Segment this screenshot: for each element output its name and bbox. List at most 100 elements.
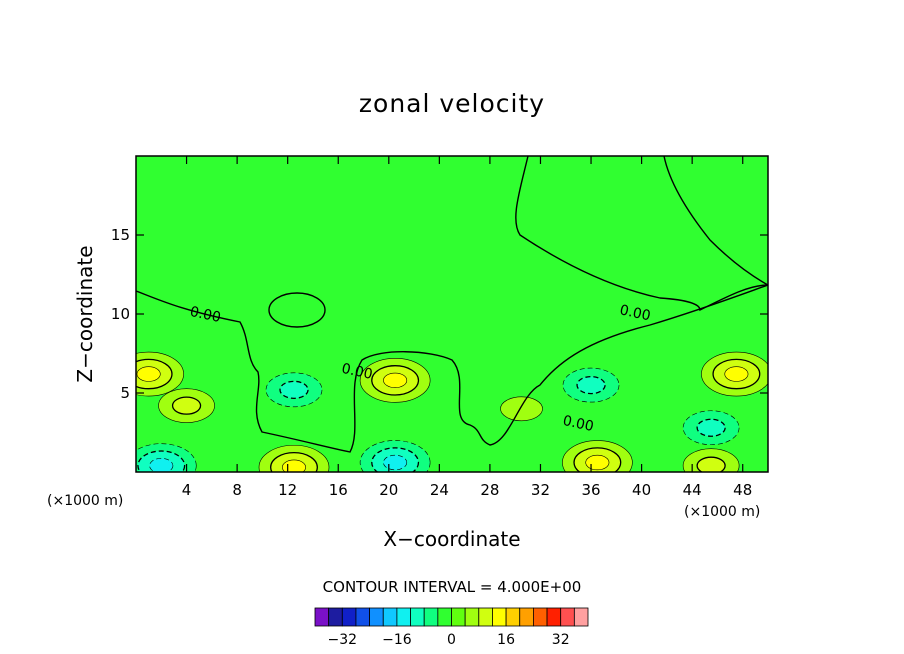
colorbar-swatch	[314, 607, 330, 627]
contour-line	[383, 372, 408, 388]
contour-line	[701, 351, 768, 397]
colorbar-swatch	[560, 607, 575, 627]
contour-line	[265, 372, 323, 408]
colorbar-swatch	[410, 607, 425, 627]
contour-line	[137, 450, 186, 472]
contour-line	[682, 448, 740, 472]
y-tick-label: 5	[120, 384, 130, 402]
contour-line	[573, 447, 622, 472]
contour-fill-band	[697, 457, 726, 472]
colorbar-swatch	[437, 607, 452, 627]
contour-label: 0.00	[618, 302, 652, 324]
x-unit-left: (×1000 m)	[47, 493, 123, 509]
zero-contour-upper	[515, 156, 768, 312]
contour-fill-band	[500, 396, 543, 421]
contour-line	[696, 456, 726, 472]
colorbar-swatch	[533, 607, 548, 627]
y-tick-label: 10	[111, 305, 130, 323]
contour-label: 0.00	[340, 361, 374, 383]
contour-line	[682, 410, 740, 446]
y-tick-label: 15	[111, 226, 130, 244]
zero-contour-left	[136, 284, 768, 453]
contour-line	[359, 440, 431, 472]
contour-line	[562, 440, 633, 472]
colorbar-swatch	[328, 607, 343, 627]
contour-line	[371, 447, 420, 472]
contour-fill-band	[383, 373, 407, 388]
contour-fill-band	[577, 376, 606, 394]
contour-line	[696, 418, 726, 437]
x-tick-label: 40	[632, 481, 651, 499]
colorbar-swatch	[505, 607, 521, 627]
contour-label: 0.00	[561, 413, 595, 435]
field-background	[136, 156, 768, 472]
contour-line	[136, 351, 184, 397]
colorbar	[314, 607, 589, 627]
colorbar-swatch	[546, 607, 562, 627]
x-unit-right: (×1000 m)	[684, 504, 760, 520]
contour-line	[279, 380, 309, 399]
contour-interval-label: CONTOUR INTERVAL = 4.000E+00	[323, 578, 582, 596]
contour-line	[585, 454, 610, 471]
contour-field	[136, 156, 768, 472]
x-tick-label: 16	[329, 481, 348, 499]
colorbar-tick-label: 16	[497, 632, 515, 648]
contour-line	[270, 451, 318, 472]
colorbar-swatch	[451, 607, 466, 627]
x-tick-label: 48	[733, 481, 752, 499]
contour-line	[149, 458, 174, 472]
contour-fill-band	[697, 419, 726, 437]
x-tick-label: 32	[531, 481, 550, 499]
contour-fill-band	[149, 458, 173, 472]
contour-line	[500, 396, 543, 422]
contour-fill-band	[280, 381, 308, 399]
x-tick-label: 12	[278, 481, 297, 499]
contour-line	[712, 358, 761, 390]
colorbar-swatch	[396, 607, 411, 627]
contour-line	[136, 358, 173, 390]
colorbar-swatch	[369, 607, 384, 627]
contour-line	[258, 444, 330, 472]
contour-line	[282, 459, 306, 472]
x-tick-label: 44	[683, 481, 702, 499]
x-tick-label: 36	[581, 481, 600, 499]
x-axis-label: X−coordinate	[383, 527, 520, 551]
colorbar-swatch	[382, 607, 398, 627]
colorbar-swatch	[519, 607, 534, 627]
y-axis-label: Z−coordinate	[73, 245, 97, 382]
contour-line	[724, 366, 749, 382]
contour-line	[576, 375, 606, 395]
contour-line	[371, 365, 420, 396]
colorbar-tick-label: 0	[447, 632, 456, 648]
x-tick-label: 20	[379, 481, 398, 499]
colorbar-tick-label: −16	[382, 632, 412, 648]
colorbar-swatch	[423, 607, 439, 627]
colorbar-swatch	[464, 607, 480, 627]
contour-line	[158, 388, 215, 423]
contour-fill-band	[136, 366, 161, 382]
chart-title: zonal velocity	[359, 89, 545, 118]
colorbar-swatch	[573, 607, 589, 627]
colorbar-tick-label: 32	[552, 632, 570, 648]
contour-line	[359, 358, 431, 403]
colorbar-swatch	[355, 607, 371, 627]
contour-line	[136, 443, 197, 472]
contour-line	[171, 396, 202, 415]
x-tick-label: 24	[430, 481, 449, 499]
contour-line	[383, 454, 408, 471]
zero-contour-right	[663, 156, 768, 286]
contour-line	[136, 366, 161, 382]
contour-fill-band	[724, 366, 749, 382]
contour-label: 0.00	[188, 304, 222, 326]
colorbar-swatch	[492, 607, 507, 627]
colorbar-swatch	[341, 607, 357, 627]
x-tick-label: 28	[480, 481, 499, 499]
contour-line	[562, 367, 620, 403]
x-tick-label: 8	[232, 481, 242, 499]
x-tick-label: 4	[182, 481, 192, 499]
zero-contour-closed	[268, 292, 326, 328]
contour-fill-band	[172, 397, 201, 415]
colorbar-swatch	[478, 607, 493, 627]
colorbar-tick-label: −32	[328, 632, 358, 648]
